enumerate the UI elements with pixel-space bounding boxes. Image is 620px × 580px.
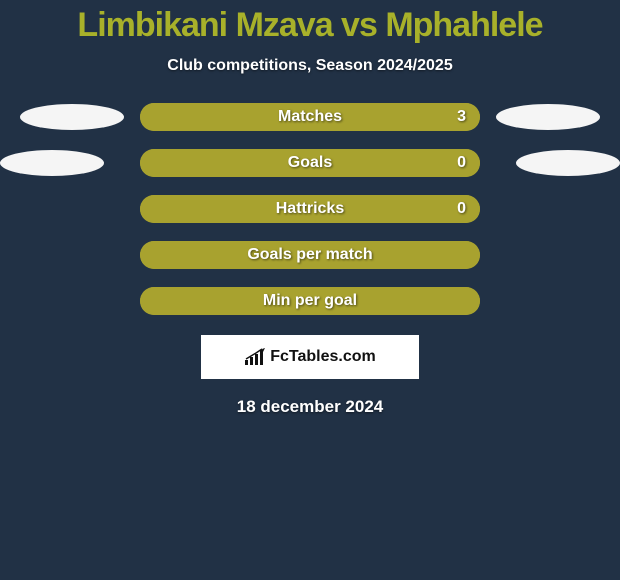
stat-bar-hattricks: Hattricks 0 [140,195,480,223]
stat-row: Goals per match [0,241,620,269]
page-title: Limbikani Mzava vs Mphahlele [77,6,542,45]
stat-row: Matches 3 [0,103,620,131]
stat-row: Min per goal [0,287,620,315]
content-wrapper: Limbikani Mzava vs Mphahlele Club compet… [0,0,620,580]
date-label: 18 december 2024 [237,397,384,417]
bar-value-right: 0 [457,200,466,218]
bar-value-right: 0 [457,154,466,172]
right-ellipse [516,150,620,176]
stat-rows: Matches 3 Goals 0 Hattricks 0 [0,103,620,315]
logo-box[interactable]: FcTables.com [201,335,419,379]
stat-row: Hattricks 0 [0,195,620,223]
stat-bar-goals-per-match: Goals per match [140,241,480,269]
subtitle: Club competitions, Season 2024/2025 [167,57,452,75]
stat-bar-matches: Matches 3 [140,103,480,131]
bar-value-right: 3 [457,108,466,126]
left-ellipse [0,150,104,176]
stat-row: Goals 0 [0,149,620,177]
chart-icon [244,348,266,366]
bar-label: Hattricks [276,200,344,218]
stat-bar-goals: Goals 0 [140,149,480,177]
bar-label: Goals per match [247,246,372,264]
bar-label: Matches [278,108,342,126]
right-ellipse [496,104,600,130]
logo-text: FcTables.com [270,348,376,366]
bar-label: Min per goal [263,292,357,310]
bar-label: Goals [288,154,332,172]
stat-bar-min-per-goal: Min per goal [140,287,480,315]
left-ellipse [20,104,124,130]
